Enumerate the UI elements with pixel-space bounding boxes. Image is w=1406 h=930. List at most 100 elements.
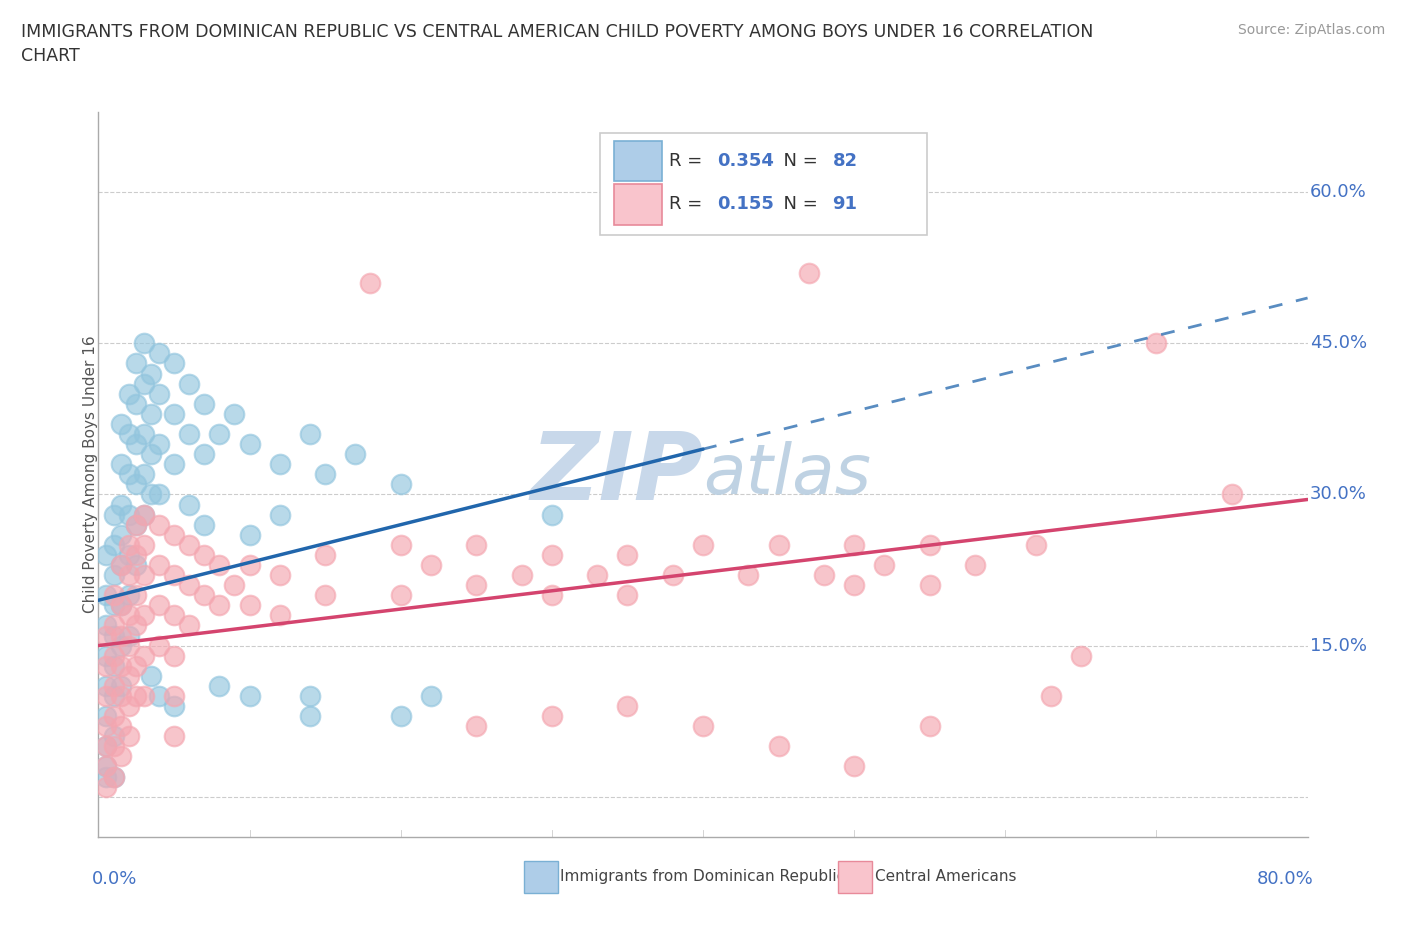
Point — [110, 498, 132, 512]
Point — [797, 265, 820, 280]
Point — [208, 679, 231, 694]
Point — [103, 648, 125, 663]
Point — [844, 759, 866, 774]
Point — [148, 558, 170, 573]
Point — [103, 507, 125, 522]
Text: 0.155: 0.155 — [717, 195, 775, 214]
Point — [239, 598, 262, 613]
Point — [132, 507, 155, 522]
Point — [103, 628, 125, 643]
Point — [179, 538, 201, 552]
Point — [118, 567, 141, 582]
FancyBboxPatch shape — [838, 861, 872, 893]
Point — [148, 638, 170, 653]
Point — [540, 709, 562, 724]
Point — [141, 406, 163, 421]
Point — [465, 578, 488, 592]
FancyBboxPatch shape — [600, 133, 927, 235]
Text: IMMIGRANTS FROM DOMINICAN REPUBLIC VS CENTRAL AMERICAN CHILD POVERTY AMONG BOYS : IMMIGRANTS FROM DOMINICAN REPUBLIC VS CE… — [21, 23, 1094, 65]
Point — [125, 618, 148, 633]
Text: 30.0%: 30.0% — [1310, 485, 1367, 503]
Text: N =: N = — [772, 195, 824, 214]
Point — [125, 517, 148, 532]
Point — [163, 406, 186, 421]
Point — [110, 719, 132, 734]
Text: Source: ZipAtlas.com: Source: ZipAtlas.com — [1237, 23, 1385, 37]
Point — [125, 558, 148, 573]
Point — [125, 517, 148, 532]
Text: 45.0%: 45.0% — [1310, 334, 1367, 352]
Point — [125, 588, 148, 603]
Point — [163, 608, 186, 623]
Point — [193, 446, 215, 461]
Y-axis label: Child Poverty Among Boys Under 16: Child Poverty Among Boys Under 16 — [83, 336, 97, 613]
Point — [224, 578, 246, 592]
Point — [125, 658, 148, 673]
Point — [94, 738, 117, 753]
Point — [110, 598, 132, 613]
Point — [148, 437, 170, 452]
Point — [141, 487, 163, 502]
Text: 0.354: 0.354 — [717, 152, 775, 170]
Point — [132, 538, 155, 552]
Point — [132, 467, 155, 482]
Point — [193, 548, 215, 563]
Point — [344, 446, 367, 461]
Point — [692, 719, 714, 734]
Point — [94, 759, 117, 774]
Point — [94, 759, 117, 774]
Text: R =: R = — [669, 195, 709, 214]
Point — [389, 477, 412, 492]
Point — [193, 517, 215, 532]
Point — [94, 738, 117, 753]
Point — [813, 567, 835, 582]
Text: Central Americans: Central Americans — [875, 870, 1017, 884]
Point — [163, 729, 186, 744]
Point — [163, 648, 186, 663]
Point — [118, 588, 141, 603]
Point — [1144, 336, 1167, 351]
Point — [103, 769, 125, 784]
Point — [616, 548, 638, 563]
Point — [540, 588, 562, 603]
Point — [94, 709, 117, 724]
Point — [163, 698, 186, 713]
Point — [737, 567, 759, 582]
Point — [193, 396, 215, 411]
FancyBboxPatch shape — [524, 861, 558, 893]
Point — [179, 377, 201, 392]
Point — [132, 567, 155, 582]
Text: N =: N = — [772, 152, 824, 170]
Text: 82: 82 — [832, 152, 858, 170]
Point — [103, 688, 125, 703]
Point — [94, 648, 117, 663]
Point — [118, 669, 141, 684]
Point — [118, 538, 141, 552]
Point — [661, 567, 683, 582]
Point — [110, 417, 132, 432]
Text: atlas: atlas — [703, 441, 870, 508]
Point — [103, 618, 125, 633]
FancyBboxPatch shape — [613, 140, 662, 181]
Point — [269, 608, 291, 623]
Point — [1070, 648, 1092, 663]
Text: 80.0%: 80.0% — [1257, 870, 1313, 887]
Text: ZIP: ZIP — [530, 429, 703, 520]
Point — [110, 558, 132, 573]
Point — [94, 618, 117, 633]
Point — [299, 688, 322, 703]
Point — [110, 638, 132, 653]
Point — [239, 558, 262, 573]
Point — [103, 709, 125, 724]
Point — [118, 386, 141, 401]
Point — [118, 507, 141, 522]
Point — [141, 669, 163, 684]
Point — [299, 427, 322, 442]
Point — [110, 527, 132, 542]
Point — [389, 588, 412, 603]
Point — [179, 427, 201, 442]
Point — [94, 688, 117, 703]
Point — [389, 709, 412, 724]
Point — [148, 598, 170, 613]
Point — [103, 588, 125, 603]
